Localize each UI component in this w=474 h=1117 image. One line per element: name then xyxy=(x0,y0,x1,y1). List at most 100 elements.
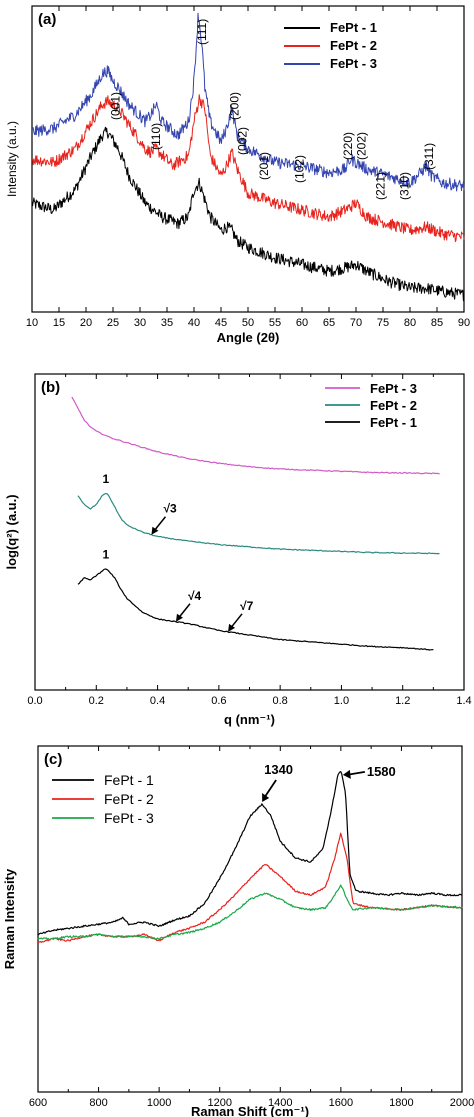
x-tick-label: 0.4 xyxy=(150,695,165,707)
series-fept-1 xyxy=(31,126,465,302)
x-tick-label: 600 xyxy=(29,1097,47,1109)
series-line xyxy=(71,396,440,475)
series-line xyxy=(31,94,465,243)
series-fept-2 xyxy=(31,94,465,243)
annotation-label: 1 xyxy=(102,548,109,562)
x-tick-label: 40 xyxy=(188,317,200,329)
y-axis-title: Raman Intensity xyxy=(2,868,17,969)
peak-label: (310) xyxy=(398,172,412,200)
x-tick-label: 1600 xyxy=(329,1097,353,1109)
x-axis-title: q (nm⁻¹) xyxy=(224,712,275,727)
annotation-label: √7 xyxy=(240,599,254,613)
panel-label: (a) xyxy=(38,11,56,28)
raman-chart: 600 800 1000 1200 1400 1600 1800 2000 Raman Shif… xyxy=(2,745,474,1117)
x-tick-label: 35 xyxy=(161,317,173,329)
peak-label: (220) xyxy=(341,132,355,160)
series-line xyxy=(31,126,465,302)
series-fept-2 xyxy=(37,832,463,944)
peak-label: (221) xyxy=(373,172,387,200)
panel-a-xrd: 10 15 20 25 30 35 40 45 50 55 60 65 70 75 80 85 90 Angle … xyxy=(0,0,474,360)
series-line xyxy=(37,884,463,940)
x-tick-label: 1000 xyxy=(147,1097,171,1109)
plot-frame xyxy=(31,5,465,313)
arrow-head xyxy=(151,526,159,535)
peak-label: (111) xyxy=(195,19,209,45)
peak-label: (001) xyxy=(109,92,123,120)
annotation-label: √4 xyxy=(188,589,202,603)
panel-c-raman: 600 800 1000 1200 1400 1600 1800 2000 Raman Shif… xyxy=(0,740,474,1117)
x-tick-label: 75 xyxy=(377,317,389,329)
x-tick-label: 10 xyxy=(26,317,38,329)
annotation-label: 1340 xyxy=(264,762,293,777)
legend-label: FePt - 1 xyxy=(370,415,417,430)
series-fept-1 xyxy=(37,771,463,936)
panel-b-saxs: 0.0 0.2 0.4 0.6 0.8 1.0 1.2 1.4 q (nm⁻¹) log(q²) … xyxy=(0,360,474,740)
x-tick-label: 45 xyxy=(215,317,227,329)
arrow-head xyxy=(175,613,183,622)
x-tick-label: 20 xyxy=(80,317,92,329)
peak-label: (311) xyxy=(422,143,436,170)
xrd-chart: 10 15 20 25 30 35 40 45 50 55 60 65 70 75 80 85 90 Angle … xyxy=(5,5,470,345)
annotation-label: 1580 xyxy=(367,764,396,779)
series-line xyxy=(77,493,440,555)
x-tick-label: 30 xyxy=(134,317,146,329)
saxs-chart: 0.0 0.2 0.4 0.6 0.8 1.0 1.2 1.4 q (nm⁻¹) log(q²) … xyxy=(4,373,472,727)
x-tick-label: 1800 xyxy=(389,1097,413,1109)
peak-label: (201) xyxy=(257,152,271,180)
series-line xyxy=(37,771,463,936)
x-tick-label: 800 xyxy=(89,1097,107,1109)
x-tick-label: 65 xyxy=(323,317,335,329)
x-tick-label: 55 xyxy=(269,317,281,329)
series-fept-3 xyxy=(31,12,465,192)
y-axis-title: Intensity (a.u.) xyxy=(5,121,19,197)
x-tick-label: 85 xyxy=(431,317,443,329)
x-tick-label: 0.8 xyxy=(272,695,287,707)
legend-label: FePt - 2 xyxy=(330,38,377,53)
x-tick-label: 50 xyxy=(242,317,254,329)
legend-label: FePt - 1 xyxy=(330,20,377,35)
x-tick-label: 1.0 xyxy=(334,695,349,707)
x-tick-label: 60 xyxy=(296,317,308,329)
x-axis-title: Raman Shift (cm⁻¹) xyxy=(191,1104,309,1117)
legend-label: FePt - 3 xyxy=(330,56,377,71)
annotation-arrow xyxy=(263,779,277,799)
series-line xyxy=(37,832,463,944)
legend-label: FePt - 3 xyxy=(104,810,154,826)
peak-label: (002) xyxy=(236,127,250,155)
panel-label: (b) xyxy=(41,379,60,396)
x-tick-label: 80 xyxy=(404,317,416,329)
peak-label: (102) xyxy=(292,155,306,183)
x-tick-label: 1400 xyxy=(268,1097,292,1109)
arrow-head xyxy=(262,793,270,803)
series-fept-2 xyxy=(77,493,440,555)
peak-label: (200) xyxy=(228,92,242,120)
series-line xyxy=(77,568,434,651)
plot-frame xyxy=(37,745,463,1093)
x-axis-title: Angle (2θ) xyxy=(217,330,280,345)
x-tick-label: 90 xyxy=(458,317,470,329)
x-tick-label: 1.4 xyxy=(456,695,471,707)
x-tick-label: 0.0 xyxy=(27,695,42,707)
series-fept-1 xyxy=(77,568,434,651)
arrow-head xyxy=(228,623,236,632)
x-tick-label: 0.2 xyxy=(89,695,104,707)
series-fept-3 xyxy=(71,396,440,475)
x-tick-label: 70 xyxy=(350,317,362,329)
x-tick-label: 2000 xyxy=(450,1097,474,1109)
x-tick-label: 25 xyxy=(107,317,119,329)
panel-label: (c) xyxy=(44,751,62,768)
arrow-head xyxy=(342,769,351,779)
annotation-label: √3 xyxy=(163,502,177,516)
legend-label: FePt - 1 xyxy=(104,772,154,788)
x-tick-label: 15 xyxy=(53,317,65,329)
y-axis-title: log(q²) (a.u.) xyxy=(4,494,19,569)
legend-label: FePt - 2 xyxy=(104,791,154,807)
x-tick-label: 1200 xyxy=(207,1097,231,1109)
peak-label: (110) xyxy=(149,123,163,150)
series-fept-3 xyxy=(37,884,463,940)
peak-label: (202) xyxy=(354,132,368,160)
series-line xyxy=(31,12,465,192)
legend-label: FePt - 2 xyxy=(370,398,417,413)
x-tick-label: 1.2 xyxy=(395,695,410,707)
annotation-label: 1 xyxy=(102,472,109,486)
